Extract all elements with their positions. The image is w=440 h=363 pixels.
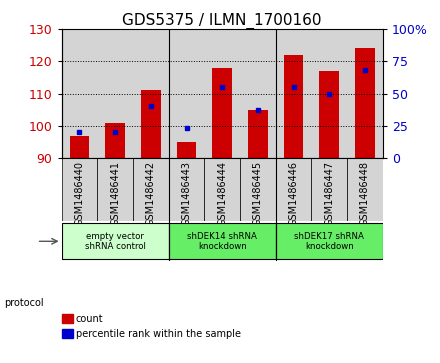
Text: GSM1486441: GSM1486441 (110, 161, 120, 226)
Bar (276, 158, 312, 221)
Bar (347, 158, 383, 221)
Bar (347, 29, 383, 158)
Bar (312, 158, 347, 221)
Bar (70, 135, 89, 158)
Bar (284, 55, 304, 158)
Text: GSM1486444: GSM1486444 (217, 161, 227, 226)
Text: GSM1486446: GSM1486446 (289, 161, 299, 226)
Bar (312, 29, 347, 158)
Text: GSM1486447: GSM1486447 (324, 161, 334, 227)
Bar (62, 29, 97, 158)
Bar (169, 223, 276, 259)
Bar (213, 68, 232, 158)
Bar (248, 110, 268, 158)
Title: GDS5375 / ILMN_1700160: GDS5375 / ILMN_1700160 (122, 13, 322, 29)
Text: percentile rank within the sample: percentile rank within the sample (76, 329, 241, 339)
Bar (62, 223, 169, 259)
Text: GSM1486448: GSM1486448 (360, 161, 370, 226)
Bar (319, 71, 339, 158)
Bar (97, 158, 133, 221)
Bar (133, 29, 169, 158)
Bar (141, 90, 161, 158)
Bar (62, 158, 97, 221)
Text: empty vector
shRNA control: empty vector shRNA control (84, 232, 146, 251)
Bar (97, 29, 133, 158)
Bar (204, 29, 240, 158)
Text: GSM1486440: GSM1486440 (74, 161, 84, 226)
Text: protocol: protocol (4, 298, 44, 308)
Text: shDEK17 shRNA
knockdown: shDEK17 shRNA knockdown (294, 232, 364, 251)
Bar (133, 158, 169, 221)
Bar (177, 142, 196, 158)
Bar (355, 48, 375, 158)
Text: shDEK14 shRNA
knockdown: shDEK14 shRNA knockdown (187, 232, 257, 251)
Bar (169, 158, 204, 221)
Text: GSM1486442: GSM1486442 (146, 161, 156, 227)
Bar (240, 158, 276, 221)
Bar (240, 29, 276, 158)
Text: GSM1486443: GSM1486443 (182, 161, 191, 226)
Bar (276, 223, 383, 259)
Text: count: count (76, 314, 103, 325)
Bar (276, 29, 312, 158)
Bar (105, 123, 125, 158)
Bar (204, 158, 240, 221)
Bar (169, 29, 204, 158)
Text: GSM1486445: GSM1486445 (253, 161, 263, 227)
